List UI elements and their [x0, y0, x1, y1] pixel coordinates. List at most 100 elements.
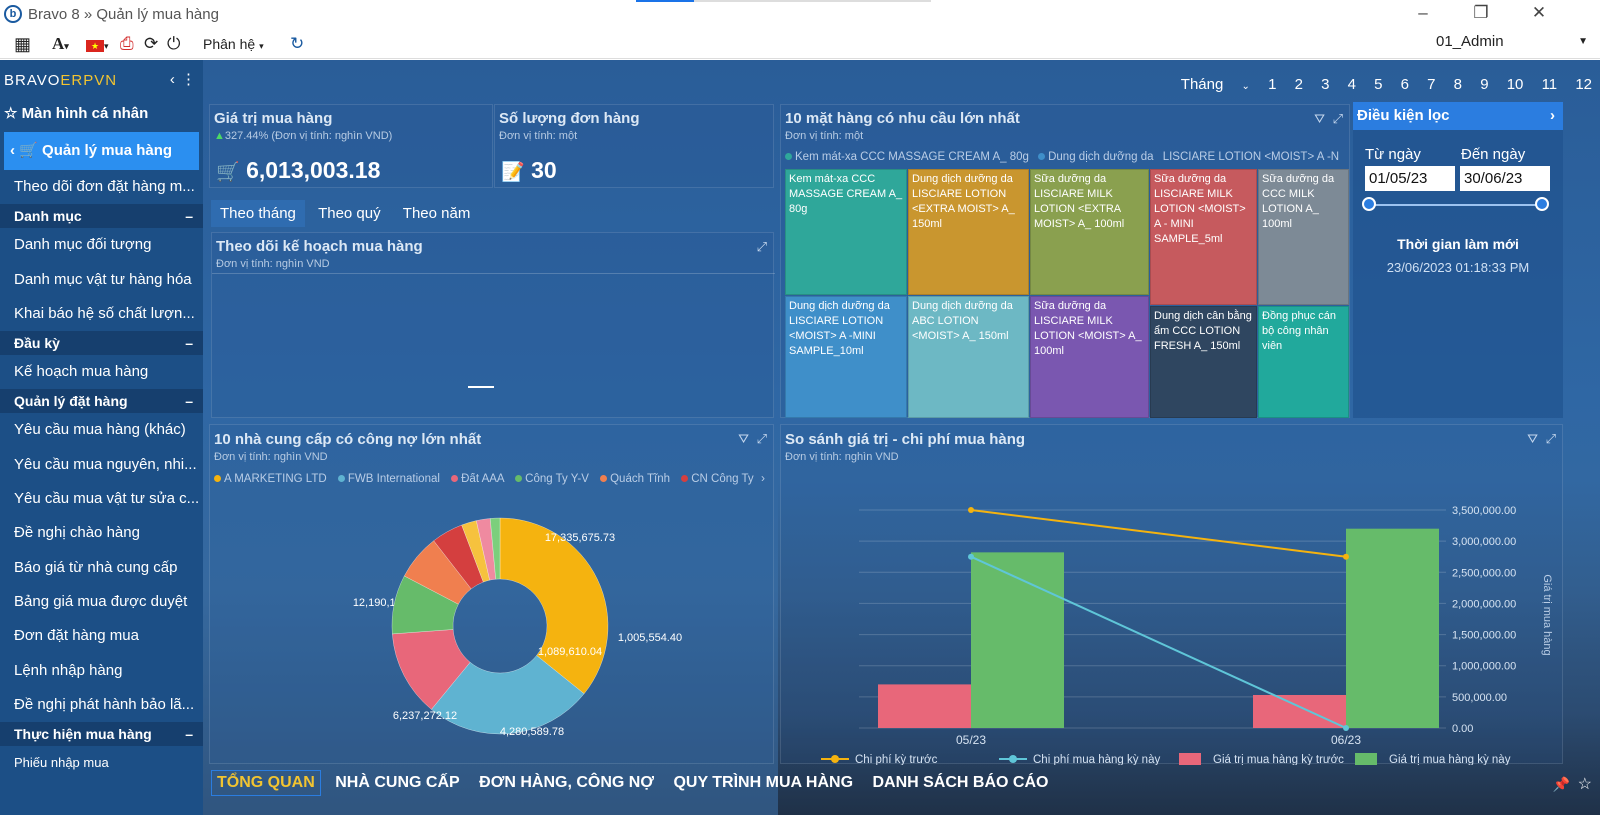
pie-slice[interactable]: [499, 517, 609, 695]
legend-item[interactable]: CN Công Ty: [681, 473, 754, 485]
sidebar-group-orders[interactable]: Quản lý đặt hàng –: [0, 389, 203, 414]
month-item[interactable]: 1: [1268, 76, 1277, 93]
legend-item[interactable]: Dung dịch dưỡng da: [1038, 151, 1154, 163]
kpi-title: Giá trị mua hàng: [214, 110, 333, 127]
legend-item[interactable]: A MARKETING LTD: [214, 473, 327, 485]
legend-item[interactable]: LISCIARE LOTION <MOIST> A -N: [1162, 151, 1340, 163]
treemap-cell[interactable]: Đồng phục cán bộ công nhân viên: [1258, 306, 1349, 418]
treemap-cell[interactable]: Dung dịch dưỡng da LISCIARE LOTION <MOIS…: [785, 296, 907, 418]
sidebar-item[interactable]: Yêu cầu mua nguyên, nhi...: [14, 455, 197, 473]
month-item[interactable]: 4: [1347, 76, 1356, 93]
tab-year[interactable]: Theo năm: [402, 205, 471, 222]
sidebar-group-opening[interactable]: Đầu kỳ –: [0, 331, 203, 356]
sidebar-item[interactable]: Khai báo hệ số chất lượn...: [14, 304, 195, 322]
module-menu[interactable]: Phân hệ ▾: [203, 36, 264, 52]
sidebar-item[interactable]: Đề nghị phát hành bảo lã...: [14, 695, 195, 713]
pie-slice[interactable]: [431, 655, 585, 735]
tab-quarter[interactable]: Theo quý: [318, 205, 381, 222]
month-item[interactable]: 3: [1321, 76, 1330, 93]
kpi-title: Số lượng đơn hàng: [499, 110, 640, 127]
treemap-cell[interactable]: Sữa dưỡng da LISCIARE MILK LOTION <MOIST…: [1150, 169, 1257, 305]
collapse-sidebar-icon[interactable]: ‹ ⋮: [169, 71, 197, 88]
month-item[interactable]: 9: [1480, 76, 1489, 93]
close-icon[interactable]: ✕: [1531, 3, 1547, 22]
legend-item[interactable]: Đất AAA: [451, 473, 504, 485]
sidebar-group-exec[interactable]: Thực hiện mua hàng –: [0, 722, 203, 747]
sidebar-item[interactable]: Đề nghị chào hàng: [14, 524, 140, 542]
from-date-input[interactable]: 01/05/23: [1365, 166, 1455, 191]
panel-subtitle: Đơn vị tính: nghìn VND: [214, 451, 328, 463]
sidebar-item[interactable]: Yêu cầu mua vật tư sửa c...: [14, 490, 200, 508]
month-dropdown[interactable]: Tháng ⌄: [1180, 76, 1250, 93]
month-item[interactable]: 2: [1294, 76, 1303, 93]
sidebar-item-track-orders[interactable]: Theo dõi đơn đặt hàng m...: [14, 178, 195, 195]
user-select[interactable]: 01_Admin ▼: [1436, 33, 1588, 50]
month-item[interactable]: 7: [1427, 76, 1436, 93]
treemap-cell[interactable]: Dung dịch dưỡng da LISCIARE LOTION <EXTR…: [908, 169, 1029, 295]
pdf-icon[interactable]: ⎙: [120, 34, 134, 53]
range-start-handle[interactable]: [1362, 197, 1376, 211]
sidebar-item[interactable]: Báo giá từ nhà cung cấp: [14, 558, 178, 576]
treemap-cell[interactable]: Sữa dưỡng da LISCIARE MILK LOTION <EXTRA…: [1030, 169, 1149, 295]
power-icon[interactable]: ⏻: [167, 34, 181, 53]
treemap-cell[interactable]: Sữa dưỡng da CCC MILK LOTION A_ 100ml: [1258, 169, 1349, 305]
sidebar-personal[interactable]: ☆ Màn hình cá nhân: [4, 105, 149, 122]
language-flag-icon[interactable]: ★ ▾: [86, 33, 109, 57]
reload-icon[interactable]: ↻: [290, 34, 305, 53]
expand-icon[interactable]: ⤢: [1332, 111, 1343, 126]
legend-item[interactable]: FWB International: [337, 473, 440, 485]
month-item[interactable]: 6: [1400, 76, 1409, 93]
tab-month[interactable]: Theo tháng: [211, 200, 305, 227]
pie-slice[interactable]: [489, 517, 501, 580]
to-date-input[interactable]: 30/06/23: [1460, 166, 1550, 191]
legend-label: Chi phí mua hàng kỳ này: [1033, 754, 1160, 765]
month-item[interactable]: 11: [1541, 76, 1558, 93]
filter-header[interactable]: Điều kiện lọc ›: [1353, 102, 1563, 130]
month-item[interactable]: 5: [1374, 76, 1383, 93]
legend-next-icon[interactable]: ›: [761, 471, 765, 485]
sidebar-item[interactable]: Lệnh nhập hàng: [14, 661, 123, 679]
tab-suppliers[interactable]: NHÀ CUNG CẤP: [335, 774, 460, 791]
filter-icon[interactable]: ⛛: [1314, 111, 1325, 126]
grid-icon[interactable]: ▦: [14, 34, 32, 54]
sidebar-item[interactable]: Danh mục vật tư hàng hóa: [14, 270, 192, 288]
tab-reports[interactable]: DANH SÁCH BÁO CÁO: [872, 774, 1049, 791]
sidebar-active-module[interactable]: ‹ 🛒 Quản lý mua hàng: [4, 132, 199, 170]
tab-orders-debts[interactable]: ĐƠN HÀNG, CÔNG NỢ: [479, 774, 654, 791]
month-item[interactable]: 10: [1506, 76, 1524, 93]
sidebar-item[interactable]: Bảng giá mua được duyệt: [14, 592, 188, 610]
expand-icon[interactable]: ⤢: [756, 239, 767, 254]
expand-icon[interactable]: ⤢: [756, 431, 767, 446]
font-icon[interactable]: A▾: [52, 34, 69, 53]
sidebar-item[interactable]: Yêu cầu mua hàng (khác): [14, 421, 186, 439]
tab-process[interactable]: QUY TRÌNH MUA HÀNG: [673, 774, 854, 791]
sidebar-item[interactable]: Danh mục đối tượng: [14, 236, 152, 254]
expand-icon[interactable]: ⤢: [1545, 431, 1556, 446]
tab-overview[interactable]: TỔNG QUAN: [211, 770, 321, 796]
month-item[interactable]: 8: [1453, 76, 1463, 93]
restore-icon[interactable]: ❐: [1473, 3, 1489, 22]
pin-icon[interactable]: 📌: [1552, 776, 1570, 792]
sidebar-group-catalog[interactable]: Danh mục –: [0, 204, 203, 229]
brand-name-a: BRAVO: [4, 72, 61, 89]
treemap-cell[interactable]: Dung dịch cân bằng ẩm CCC LOTION FRESH A…: [1150, 306, 1257, 418]
legend-item[interactable]: Quách Tĩnh: [600, 473, 670, 485]
treemap-cell[interactable]: Dung dịch dưỡng da ABC LOTION <MOIST> A_…: [908, 296, 1029, 418]
legend-item[interactable]: Kem mát-xa CCC MASSAGE CREAM A_ 80g: [785, 151, 1029, 163]
favorite-star-icon[interactable]: ☆: [1577, 776, 1592, 793]
treemap-cell[interactable]: Sữa dưỡng da LISCIARE MILK LOTION <MOIST…: [1030, 296, 1149, 418]
treemap-cell[interactable]: Kem mát-xa CCC MASSAGE CREAM A_ 80g: [785, 169, 907, 295]
sidebar-item[interactable]: Đơn đặt hàng mua: [14, 627, 139, 645]
legend-item[interactable]: Công Ty Y-V: [515, 473, 589, 485]
month-item[interactable]: 12: [1575, 76, 1592, 93]
refresh-page-icon[interactable]: ⟳: [144, 34, 159, 53]
plan-line-mark: [468, 386, 494, 388]
filter-icon[interactable]: ⛛: [1527, 431, 1538, 446]
sidebar-item[interactable]: Kế hoạch mua hàng: [14, 363, 149, 381]
range-end-handle[interactable]: [1535, 197, 1549, 211]
minimize-icon[interactable]: –: [1418, 3, 1428, 22]
to-label: Đến ngày: [1461, 146, 1526, 163]
dashboard: Tháng ⌄ 1 2 3 4 5 6 7 8 9 10 11 12 Giá t…: [203, 60, 1600, 815]
sidebar-item[interactable]: Phiếu nhập mua: [14, 755, 109, 771]
filter-icon[interactable]: ⛛: [738, 431, 749, 446]
